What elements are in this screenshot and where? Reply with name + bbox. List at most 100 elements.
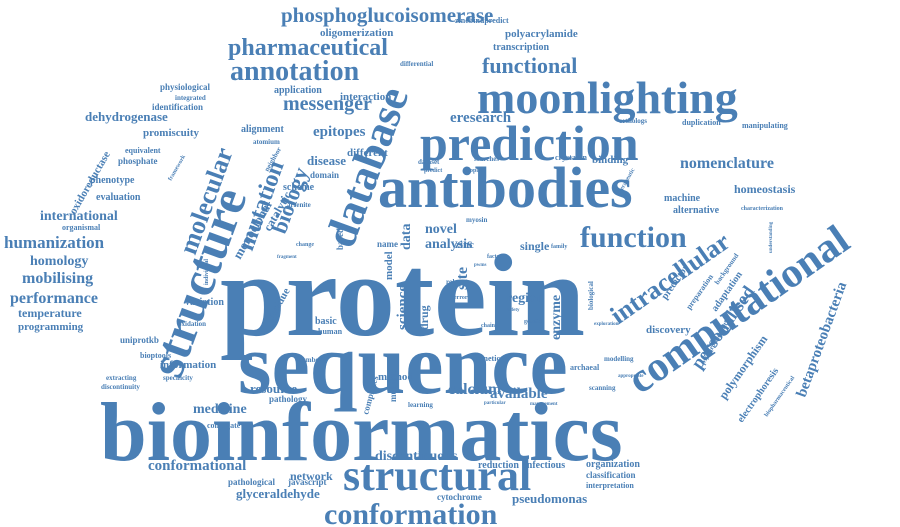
word-bioinformatics: bioinformatics	[100, 386, 623, 479]
word-equivalent: equivalent	[125, 146, 161, 155]
word-eresearch: eresearch	[450, 110, 512, 126]
word-variation: variation	[185, 297, 224, 308]
word-moonlighting: moonlighting	[477, 72, 738, 123]
word-alternative: alternative	[673, 205, 720, 216]
word-novel: novel	[425, 222, 457, 237]
word-application: application	[274, 85, 322, 96]
word-discontinuity: discontinuity	[101, 383, 140, 391]
word-single: single	[520, 239, 550, 253]
word-myosin: myosin	[466, 216, 488, 224]
word-antibodies: antibodies	[378, 155, 633, 220]
word-information: information	[160, 359, 216, 371]
word-crystallin: crystallin	[555, 153, 588, 162]
word-method: method	[378, 371, 413, 383]
word-organization: organization	[586, 459, 640, 470]
word-duplication: duplication	[682, 118, 721, 127]
word-discovery: discovery	[646, 324, 691, 336]
word-multiple: multiple	[388, 370, 398, 402]
word-javascript: javascript	[287, 477, 327, 487]
word-archaeal: archaeal	[570, 363, 600, 372]
word-betaproteobacteria: betaproteobacteria	[794, 279, 851, 399]
word-machine: machine	[664, 193, 701, 204]
word-biological: biological	[587, 281, 595, 310]
word-pathology: pathology	[269, 394, 308, 404]
word-annotation: annotation	[230, 56, 360, 87]
word-predict: predict	[424, 168, 442, 174]
word-pathological: pathological	[228, 477, 276, 487]
word-management: management	[530, 402, 558, 407]
word-based: based	[335, 228, 345, 250]
word-model: model	[383, 251, 395, 280]
word-differential: differential	[400, 60, 433, 68]
word-structural: structural	[343, 451, 531, 500]
word-mobilising: mobilising	[22, 270, 93, 287]
word-calcium: calcium	[448, 381, 502, 398]
word-orthologs: orthologs	[619, 117, 647, 125]
word-discontinuous: discontinuous	[375, 449, 458, 464]
word-glyceraldehyde: glyceraldehyde	[236, 486, 320, 501]
word-epitopes: epitopes	[313, 124, 366, 140]
word-learning: learning	[408, 401, 433, 409]
word-appropriate: appropriate	[618, 374, 644, 379]
word-bioplib: bioplib	[465, 168, 484, 174]
word-international: international	[40, 209, 118, 224]
word-data: data	[399, 224, 414, 250]
word-factor: factor	[487, 254, 503, 260]
word-pharmaceutical: pharmaceutical	[228, 35, 388, 61]
word-specificity: specificity	[163, 374, 193, 382]
word-physiological: physiological	[160, 82, 211, 92]
word-particular: particular	[484, 401, 506, 406]
word-interaction: interaction	[340, 91, 391, 103]
word-phenotype: phenotype	[90, 175, 135, 186]
word-resource: resource	[250, 381, 297, 396]
word-oligomerization: oligomerization	[320, 27, 393, 39]
word-integrated: integrated	[175, 94, 206, 102]
word-number: number	[298, 356, 322, 364]
word-zinc: zinc	[455, 239, 474, 251]
word-gene3d: gene3d	[524, 319, 543, 325]
word-analysis: analysis	[425, 237, 473, 252]
word-fragment: fragment	[277, 255, 297, 260]
word-classification: classification	[586, 470, 636, 480]
word-different: different	[347, 147, 388, 159]
word-available: available	[490, 386, 548, 402]
word-conjugate: conjugate	[207, 421, 241, 430]
word-infectious: infectious	[524, 460, 565, 471]
word-scanning: scanning	[589, 384, 616, 392]
word-human: human	[318, 327, 343, 336]
word-conformation: conformation	[324, 498, 498, 527]
word-zincbindpredict: zincbindpredict	[455, 16, 509, 25]
word-cytochrome: cytochrome	[437, 492, 482, 502]
word-basic: basic	[315, 316, 337, 327]
word-evaluation: evaluation	[96, 192, 141, 203]
word-safety: safety	[507, 308, 520, 313]
word-understanding: understanding	[769, 221, 774, 253]
word-arsenite: arsenite	[287, 201, 311, 209]
word-error: error	[454, 295, 468, 301]
word-homeostasis: homeostasis	[734, 182, 796, 196]
word-sequence: sequence	[238, 316, 568, 412]
word-bioptools: bioptools	[140, 351, 171, 360]
word-reduction: reduction	[478, 460, 519, 471]
word-role: role	[446, 278, 458, 286]
word-framework: framework	[168, 154, 188, 182]
word-nomenclature: nomenclature	[680, 155, 774, 172]
word-drug: drug	[417, 305, 431, 330]
word-genetic: genetic	[476, 354, 500, 363]
word-conformational: conformational	[148, 458, 246, 474]
word-functional: functional	[482, 53, 577, 78]
word-transcription: transcription	[493, 42, 550, 53]
word-medicine: medicine	[193, 402, 247, 417]
word-manipulating: manipulating	[742, 121, 788, 130]
word-programming: programming	[18, 321, 84, 333]
word-protein: protein	[220, 230, 585, 361]
word-change: change	[296, 242, 314, 248]
word-site: site	[454, 267, 471, 290]
word-characterization: characterization	[741, 206, 784, 212]
word-humanization: humanization	[4, 233, 105, 252]
word-domain: domain	[310, 170, 339, 180]
word-messenger: messenger	[283, 93, 372, 115]
word-uniprotkb: uniprotkb	[120, 335, 159, 345]
